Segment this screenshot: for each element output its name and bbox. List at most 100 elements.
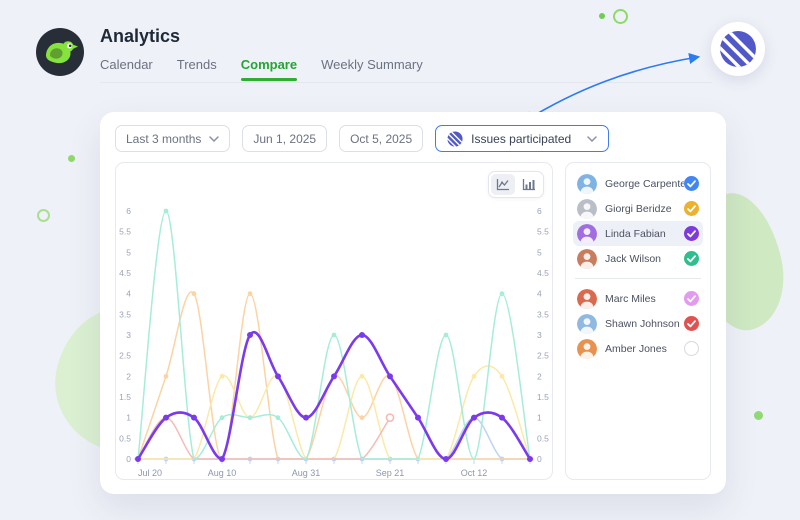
y-axis-tick-label: 5 (126, 247, 131, 257)
line-chart-toggle-button[interactable] (491, 174, 515, 195)
series-line-shawn-johnson (137, 416, 391, 460)
series-point-linda-fabian (331, 373, 337, 380)
user-checkbox[interactable] (684, 226, 699, 241)
user-row-marc-miles[interactable]: Marc Miles (573, 286, 703, 311)
decorative-ring (37, 209, 50, 222)
avatar (577, 288, 597, 309)
y-axis-tick-label: 2.5 (119, 351, 131, 361)
series-point-linda-fabian (303, 414, 309, 421)
date-range-select[interactable]: Last 3 months (115, 125, 231, 152)
tab-weekly-summary[interactable]: Weekly Summary (321, 57, 423, 72)
series-point-linda-fabian (443, 456, 449, 462)
y-axis-tick-label: 5.5 (119, 227, 131, 237)
series-line-linda-fabian (136, 331, 532, 461)
y-axis-tick-label: 0 (537, 454, 542, 464)
y-axis-tick-label: 3 (126, 330, 131, 340)
tabs-divider (100, 82, 712, 83)
user-row-shawn-johnson[interactable]: Shawn Johnson (573, 311, 703, 336)
decorative-dot (599, 13, 605, 19)
y-axis-tick-label: 6 (537, 206, 542, 216)
x-axis-tick-label: Oct 12 (461, 468, 488, 478)
x-axis-tick-label: Aug 10 (208, 468, 237, 478)
avatar (577, 338, 597, 359)
user-checkbox[interactable] (684, 341, 699, 356)
tab-compare[interactable]: Compare (240, 57, 298, 81)
metric-select-value: Issues participated (471, 131, 572, 146)
y-axis-tick-label: 1 (537, 413, 542, 423)
striped-ball-icon (720, 31, 756, 67)
bar-chart-toggle-button[interactable] (517, 174, 541, 195)
start-date-input[interactable]: Jun 1, 2025 (242, 125, 328, 152)
series-point-jack-wilson (275, 415, 281, 421)
series-point-marc-miles (471, 373, 477, 379)
start-date-value: Jun 1, 2025 (253, 131, 317, 146)
user-name: Marc Miles (605, 292, 656, 305)
y-axis-tick-label: 3.5 (119, 309, 131, 319)
user-row-linda-fabian[interactable]: Linda Fabian (573, 221, 703, 246)
series-point-shawn-johnson (385, 413, 395, 423)
user-name: Shawn Johnson (605, 317, 680, 330)
avatar (577, 248, 597, 269)
y-axis-tick-label: 2 (126, 371, 131, 381)
series-point-jack-wilson (331, 332, 337, 338)
user-row-amber-jones[interactable]: Amber Jones (573, 336, 703, 361)
series-point-marc-miles (499, 373, 505, 379)
series-point-linda-fabian (415, 414, 421, 421)
profile-avatar-button[interactable] (711, 22, 765, 76)
y-axis-tick-label: 3 (537, 330, 542, 340)
user-row-jack-wilson[interactable]: Jack Wilson (573, 246, 703, 271)
y-axis-tick-label: 1.5 (119, 392, 131, 402)
comparison-chart-panel: 0 0 0.5 0.5 1 1 1.5 1.5 2 2 2.5 2.5 3 3 3.5 3.5 4 4 4.5 4.5… (115, 162, 553, 480)
y-axis-tick-label: 4 (537, 289, 542, 299)
decorative-dot (754, 411, 763, 420)
series-point-giorgi-beridze (359, 415, 365, 421)
user-name: Jack Wilson (605, 252, 662, 265)
user-checkbox[interactable] (684, 291, 699, 306)
series-point-jack-wilson (247, 415, 253, 421)
user-row-giorgi-beridze[interactable]: Giorgi Beridze (573, 196, 703, 221)
user-checkbox[interactable] (684, 201, 699, 216)
user-checkbox[interactable] (684, 176, 699, 191)
series-point-marc-miles (219, 373, 225, 379)
y-axis-tick-label: 4.5 (537, 268, 549, 278)
y-axis-tick-label: 0 (126, 454, 131, 464)
series-point-linda-fabian (219, 456, 225, 462)
y-axis-tick-label: 5 (537, 247, 542, 257)
app-logo-bird-icon (36, 28, 84, 76)
series-point-linda-fabian (527, 456, 533, 462)
decorative-dot (68, 155, 75, 162)
tab-calendar[interactable]: Calendar (100, 57, 153, 72)
end-date-input[interactable]: Oct 5, 2025 (339, 125, 424, 152)
series-point-linda-fabian (247, 332, 253, 338)
y-axis-tick-label: 4 (126, 289, 131, 299)
chevron-down-icon (587, 135, 597, 142)
series-point-linda-fabian (275, 373, 281, 380)
series-point-jack-wilson (219, 415, 225, 421)
y-axis-tick-label: 3.5 (537, 309, 549, 319)
bar-chart-icon (522, 179, 535, 191)
y-axis-tick-label: 0.5 (119, 433, 131, 443)
user-name: Linda Fabian (605, 227, 666, 240)
tab-trends[interactable]: Trends (176, 57, 217, 72)
series-point-marc-miles (359, 373, 365, 379)
avatar (577, 198, 597, 219)
users-divider (575, 278, 701, 279)
series-point-linda-fabian (499, 414, 505, 421)
page-title: Analytics (100, 26, 181, 46)
decorative-ring (613, 9, 628, 24)
series-point-linda-fabian (191, 414, 197, 421)
y-axis-tick-label: 4.5 (119, 268, 131, 278)
y-axis-tick-label: 6 (126, 206, 131, 216)
line-chart-icon (496, 179, 509, 191)
metric-select[interactable]: Issues participated (435, 125, 610, 152)
series-point-giorgi-beridze (163, 373, 169, 379)
user-row-george-carpenter[interactable]: George Carpenter (573, 171, 703, 196)
chevron-down-icon (209, 135, 220, 142)
y-axis-tick-label: 1.5 (537, 392, 549, 402)
y-axis-tick-label: 2.5 (537, 351, 549, 361)
user-checkbox[interactable] (684, 316, 699, 331)
user-checkbox[interactable] (684, 251, 699, 266)
series-point-giorgi-beridze (191, 291, 197, 297)
y-axis-tick-label: 0.5 (537, 433, 549, 443)
y-axis-tick-label: 1 (126, 413, 131, 423)
